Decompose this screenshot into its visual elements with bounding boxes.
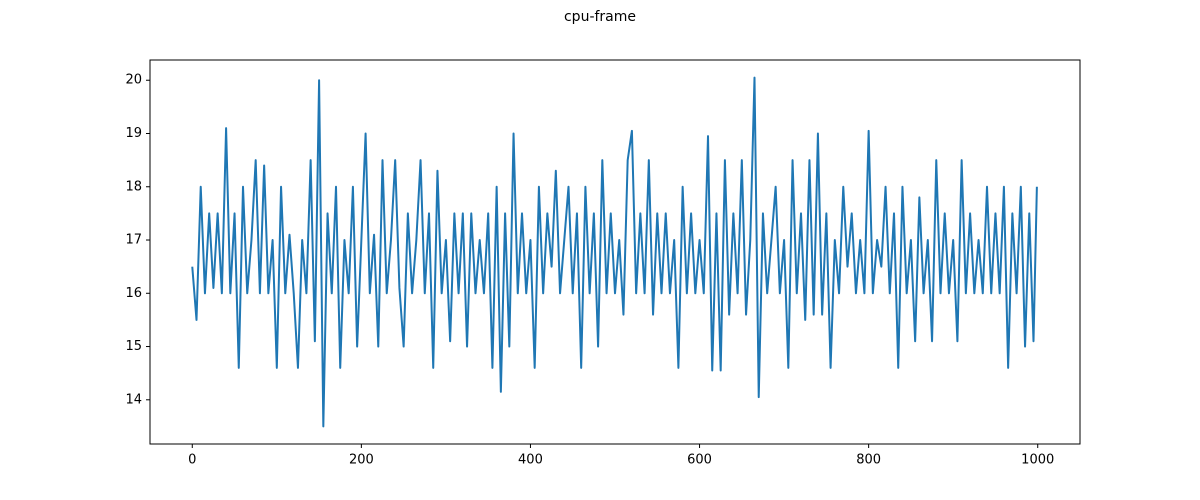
- y-tick-label: 15: [125, 339, 142, 354]
- x-tick-label: 0: [188, 453, 196, 468]
- plot-frame: [149, 59, 1081, 445]
- y-tick-label: 20: [125, 73, 142, 88]
- y-tick-label: 16: [125, 286, 142, 301]
- x-tick-label: 400: [518, 453, 543, 468]
- x-tick-label: 1000: [1021, 453, 1054, 468]
- data-line: [191, 76, 1038, 428]
- y-tick-label: 17: [125, 233, 142, 248]
- x-tick-label: 800: [856, 453, 881, 468]
- y-tick-label: 14: [125, 392, 142, 407]
- chart-title: cpu-frame: [564, 9, 636, 25]
- y-tick-label: 18: [125, 179, 142, 194]
- x-tick-label: 600: [687, 453, 712, 468]
- y-tick-label: 19: [125, 126, 142, 141]
- x-tick-label: 200: [349, 453, 374, 468]
